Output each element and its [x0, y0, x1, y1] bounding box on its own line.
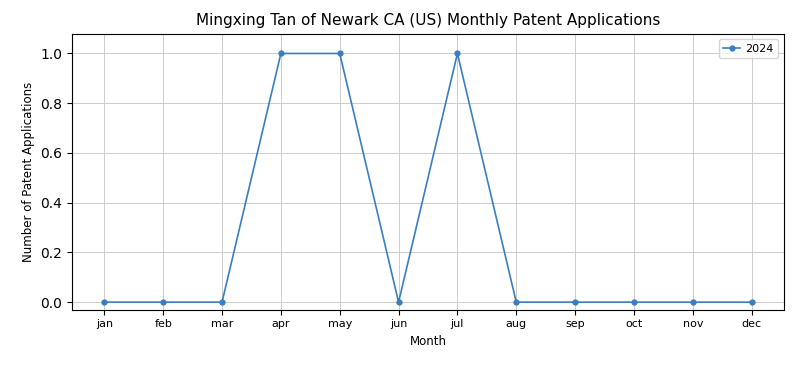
- 2024: [335, 51, 345, 56]
- X-axis label: Month: Month: [410, 335, 446, 348]
- 2024: [276, 51, 286, 56]
- 2024: [511, 300, 521, 304]
- 2024: [570, 300, 580, 304]
- 2024: [158, 300, 168, 304]
- Y-axis label: Number of Patent Applications: Number of Patent Applications: [22, 81, 34, 262]
- 2024: [218, 300, 227, 304]
- 2024: [394, 300, 403, 304]
- 2024: [99, 300, 109, 304]
- Title: Mingxing Tan of Newark CA (US) Monthly Patent Applications: Mingxing Tan of Newark CA (US) Monthly P…: [196, 13, 660, 28]
- 2024: [453, 51, 462, 56]
- Legend: 2024: 2024: [719, 39, 778, 58]
- 2024: [747, 300, 757, 304]
- Line: 2024: 2024: [102, 51, 754, 305]
- 2024: [629, 300, 638, 304]
- 2024: [688, 300, 698, 304]
